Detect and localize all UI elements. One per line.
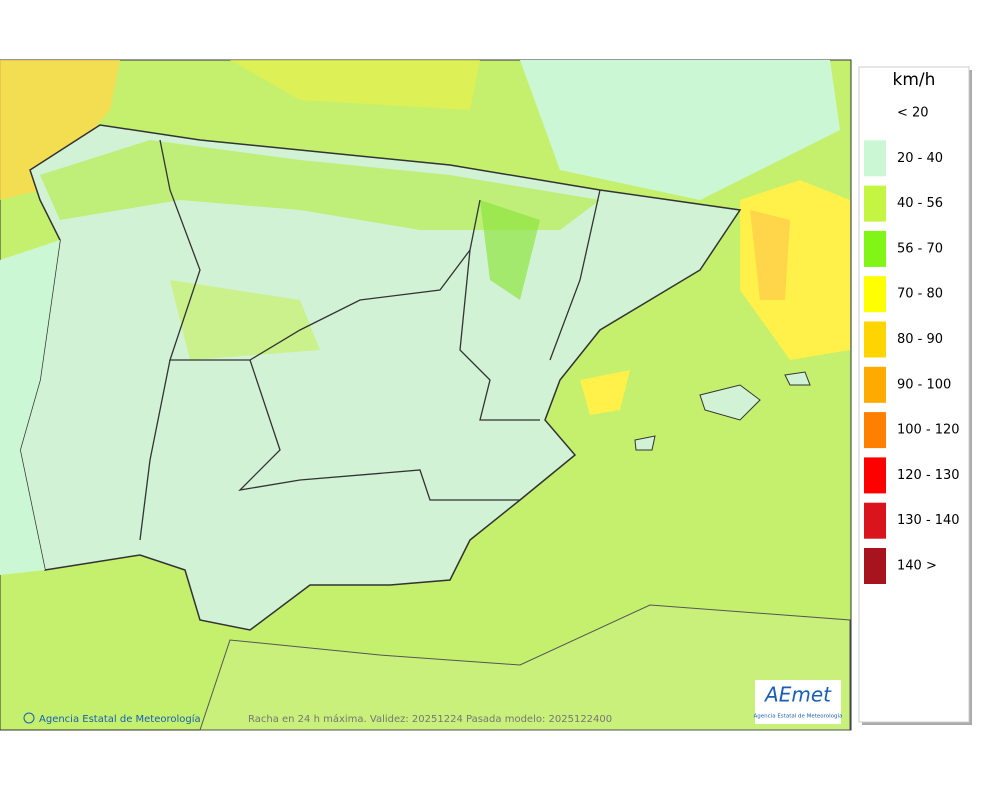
legend-label: 20 - 40 — [897, 151, 943, 166]
legend-swatch — [864, 185, 886, 222]
copyright-icon — [23, 712, 35, 724]
logo-box — [755, 680, 841, 724]
legend-label: 90 - 100 — [897, 377, 951, 392]
high-gust-area — [230, 60, 480, 110]
legend-label: 100 - 120 — [897, 423, 960, 438]
calm-area — [520, 60, 840, 200]
legend-label: 140 > — [897, 559, 937, 574]
gust-area — [40, 140, 600, 230]
legend: km/h < 20 20 - 40 40 - 56 56 - 70 70 - 80 80 … — [858, 66, 972, 725]
legend-label: 56 - 70 — [897, 241, 943, 256]
legend-label: 70 - 80 — [897, 287, 943, 302]
legend-label: 40 - 56 — [897, 196, 943, 211]
legend-swatch — [864, 457, 886, 494]
logo-text: AEmet — [763, 683, 832, 707]
map: Agencia Estatal de Meteorología Racha en… — [0, 59, 852, 731]
caption: Racha en 24 h máxima. Validez: 20251224 … — [248, 713, 612, 725]
high-gust-area — [580, 370, 630, 415]
high-gust-area — [0, 60, 120, 200]
mallorca — [699, 384, 761, 421]
high-gust-area — [750, 210, 790, 300]
legend-swatch — [864, 366, 886, 403]
legend-label: 130 - 140 — [897, 513, 960, 528]
legend-swatch — [864, 321, 886, 358]
gust-area — [480, 200, 540, 300]
legend-swatch — [864, 140, 886, 177]
legend-swatch — [864, 230, 886, 267]
legend-swatch — [864, 548, 886, 584]
calm-area — [0, 240, 60, 575]
ibiza — [634, 435, 656, 451]
region-borders — [139, 139, 601, 541]
legend-swatch — [864, 412, 886, 449]
border — [159, 139, 481, 361]
legend-label: < 20 — [897, 106, 929, 121]
iberian-peninsula — [19, 124, 742, 631]
legend-label: 120 - 130 — [897, 468, 960, 483]
legend-swatch — [864, 276, 886, 313]
logo-subtitle: Agencia Estatal de Meteorología — [754, 713, 843, 720]
border — [139, 359, 520, 541]
north-africa — [199, 604, 851, 731]
border — [459, 189, 601, 421]
legend-label: 80 - 90 — [897, 332, 943, 347]
legend-swatch — [864, 502, 886, 539]
menorca — [784, 371, 811, 386]
credit: Agencia Estatal de Meteorología — [39, 713, 201, 725]
legend-title: km/h — [893, 70, 936, 90]
